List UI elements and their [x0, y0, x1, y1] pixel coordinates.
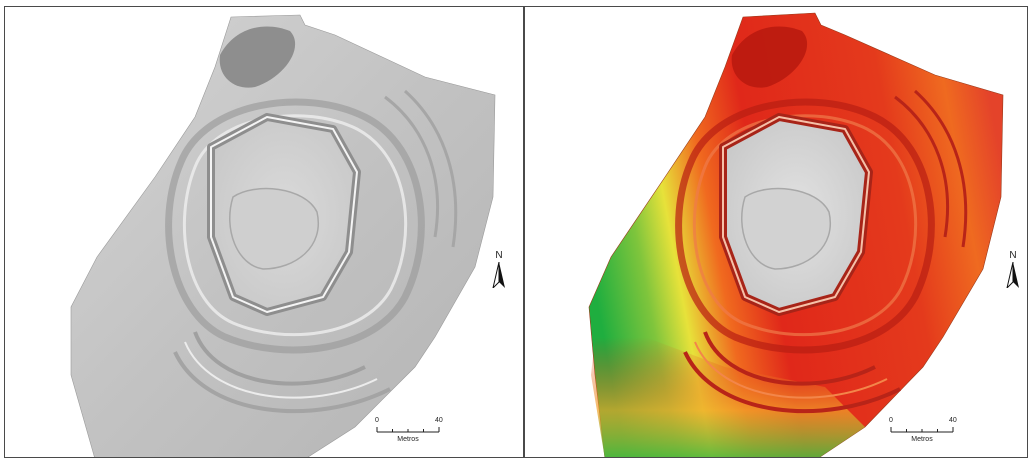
scale-bar: 0 40 Metros: [887, 417, 957, 447]
outer-rampart: [165, 98, 425, 354]
north-arrow-icon: [492, 262, 505, 288]
scale-bar-line: [376, 427, 440, 433]
scale-bar: 0 40 Metros: [373, 417, 443, 447]
elevation-map: [588, 12, 1004, 457]
north-label: N: [1009, 250, 1017, 261]
outer-rampart: [675, 98, 935, 354]
woodland-patch: [731, 26, 808, 88]
scale-tick-40: 40: [949, 417, 957, 424]
north-arrow: N: [489, 251, 509, 291]
scale-tick-0: 0: [375, 417, 379, 424]
scale-unit-label: Metros: [397, 436, 419, 443]
scale-tick-0: 0: [889, 417, 893, 424]
north-arrow-icon: [1006, 262, 1019, 288]
hillshade-map-panel: N 0 40 Metros: [4, 6, 524, 458]
elevation-map-panel: N 0 40 Metros: [524, 6, 1028, 458]
scale-bar-line: [890, 427, 954, 433]
hillshade-map: [70, 14, 496, 457]
north-label: N: [495, 250, 503, 261]
scale-unit-label: Metros: [911, 436, 933, 443]
woodland-patch: [219, 26, 296, 88]
north-arrow: N: [1003, 251, 1023, 291]
scale-tick-40: 40: [435, 417, 443, 424]
